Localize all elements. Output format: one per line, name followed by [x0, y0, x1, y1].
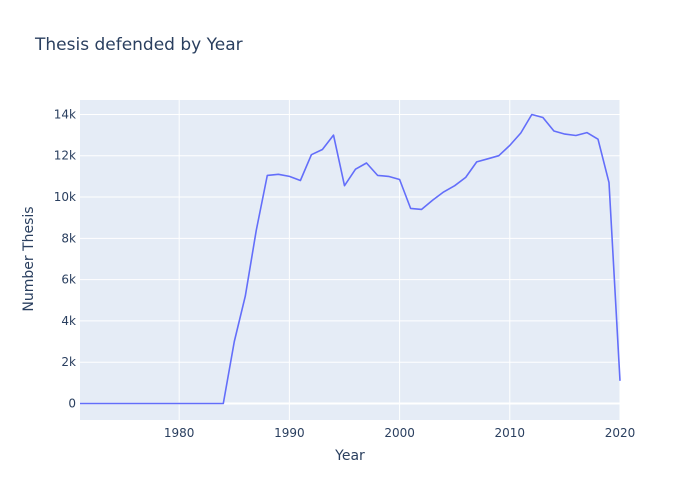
y-tick-label: 4k — [61, 314, 76, 328]
chart-title: Thesis defended by Year — [34, 35, 243, 55]
x-tick-label: 2020 — [605, 426, 636, 440]
y-tick-label: 10k — [54, 190, 76, 204]
series-group — [80, 113, 621, 405]
y-tick-label: 6k — [61, 273, 76, 287]
x-axis-ticks: 1980 1990 2000 2010 2020 — [164, 426, 635, 440]
y-tick-label: 8k — [61, 231, 76, 245]
y-axis-ticks: 0 2k 4k 6k 8k 10k 12k 14k — [54, 107, 76, 410]
series-line — [80, 113, 621, 405]
x-tick-label: 2010 — [495, 426, 526, 440]
y-axis-title: Number Thesis — [21, 206, 37, 311]
x-axis-title: Year — [334, 448, 365, 464]
x-tick-label: 2000 — [384, 426, 415, 440]
y-tick-label: 0 — [68, 396, 76, 410]
x-tick-label: 1990 — [274, 426, 305, 440]
y-tick-label: 2k — [61, 355, 76, 369]
gridlines — [80, 100, 621, 420]
x-tick-label: 1980 — [164, 426, 195, 440]
y-tick-label: 12k — [54, 149, 76, 163]
plot-area — [80, 100, 620, 420]
y-tick-label: 14k — [54, 107, 76, 121]
